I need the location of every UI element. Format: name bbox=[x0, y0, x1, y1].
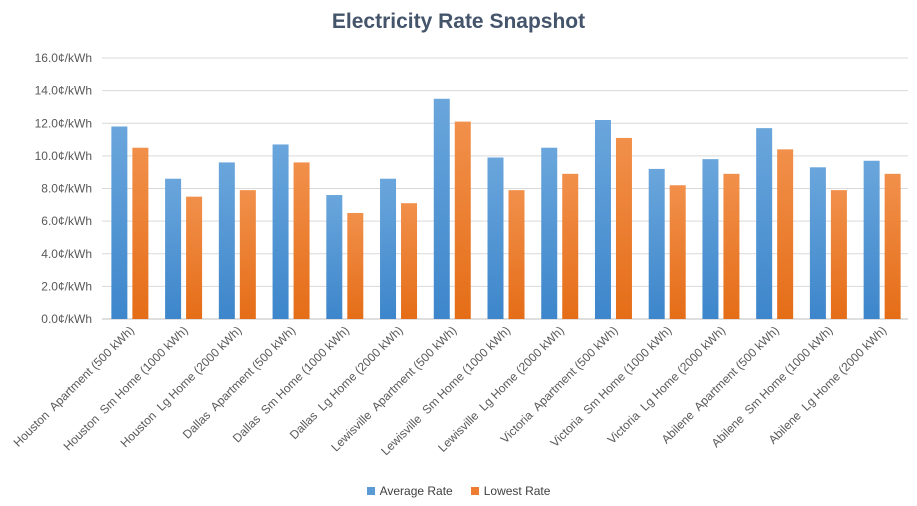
bar-average-rate bbox=[702, 159, 719, 319]
legend-swatch-lowest-rate bbox=[470, 487, 479, 495]
bar-lowest-rate bbox=[401, 203, 418, 319]
y-tick-label: 0.0¢/kWh bbox=[41, 312, 92, 326]
y-tick-label: 10.0¢/kWh bbox=[35, 149, 92, 163]
y-tick-label: 16.0¢/kWh bbox=[35, 51, 92, 65]
y-tick-label: 8.0¢/kWh bbox=[41, 182, 92, 196]
bar-lowest-rate bbox=[615, 137, 632, 319]
legend-item-average-rate: Average Rate bbox=[366, 484, 453, 498]
bar-average-rate bbox=[272, 144, 289, 319]
legend-label-lowest-rate: Lowest Rate bbox=[483, 484, 551, 498]
bar-average-rate bbox=[541, 147, 558, 319]
x-tick-label: Dallas Apartment (500 kWh) bbox=[180, 323, 298, 441]
x-tick-label: Dallas Lg Home (2000 kWh) bbox=[287, 323, 406, 442]
bar-lowest-rate bbox=[723, 173, 740, 319]
y-tick-label: 14.0¢/kWh bbox=[35, 84, 92, 98]
bar-average-rate bbox=[809, 167, 826, 319]
bar-average-rate bbox=[756, 128, 773, 319]
bar-lowest-rate bbox=[239, 190, 256, 319]
x-tick-label: Abilene Lg Home (2000 kWh) bbox=[766, 323, 890, 447]
bar-average-rate bbox=[487, 157, 504, 319]
bar-lowest-rate bbox=[669, 185, 686, 319]
y-tick-label: 12.0¢/kWh bbox=[35, 116, 92, 130]
bar-average-rate bbox=[433, 98, 450, 319]
legend-item-lowest-rate: Lowest Rate bbox=[470, 484, 551, 498]
legend-label-average-rate: Average Rate bbox=[379, 484, 453, 498]
bar-average-rate bbox=[326, 195, 343, 319]
y-tick-label: 6.0¢/kWh bbox=[41, 214, 92, 228]
bar-average-rate bbox=[111, 126, 128, 319]
bar-average-rate bbox=[648, 168, 665, 319]
bar-average-rate bbox=[594, 119, 611, 319]
chart-title: Electricity Rate Snapshot bbox=[331, 10, 586, 33]
y-tick-label: 2.0¢/kWh bbox=[41, 279, 92, 293]
bar-lowest-rate bbox=[347, 212, 364, 319]
bar-lowest-rate bbox=[508, 190, 525, 319]
bar-lowest-rate bbox=[186, 196, 203, 319]
bar-average-rate bbox=[218, 162, 235, 319]
bar-average-rate bbox=[380, 178, 397, 319]
bar-lowest-rate bbox=[132, 147, 149, 319]
bar-lowest-rate bbox=[884, 173, 901, 319]
bar-lowest-rate bbox=[562, 173, 579, 319]
y-tick-label: 4.0¢/kWh bbox=[41, 247, 92, 261]
bar-lowest-rate bbox=[830, 190, 847, 319]
bar-lowest-rate bbox=[454, 121, 471, 320]
bar-average-rate bbox=[863, 160, 880, 319]
legend-swatch-average-rate bbox=[366, 487, 375, 495]
bar-average-rate bbox=[165, 178, 182, 319]
bar-lowest-rate bbox=[777, 149, 794, 319]
legend: Average Rate Lowest Rate bbox=[0, 484, 917, 498]
bar-lowest-rate bbox=[293, 162, 310, 319]
